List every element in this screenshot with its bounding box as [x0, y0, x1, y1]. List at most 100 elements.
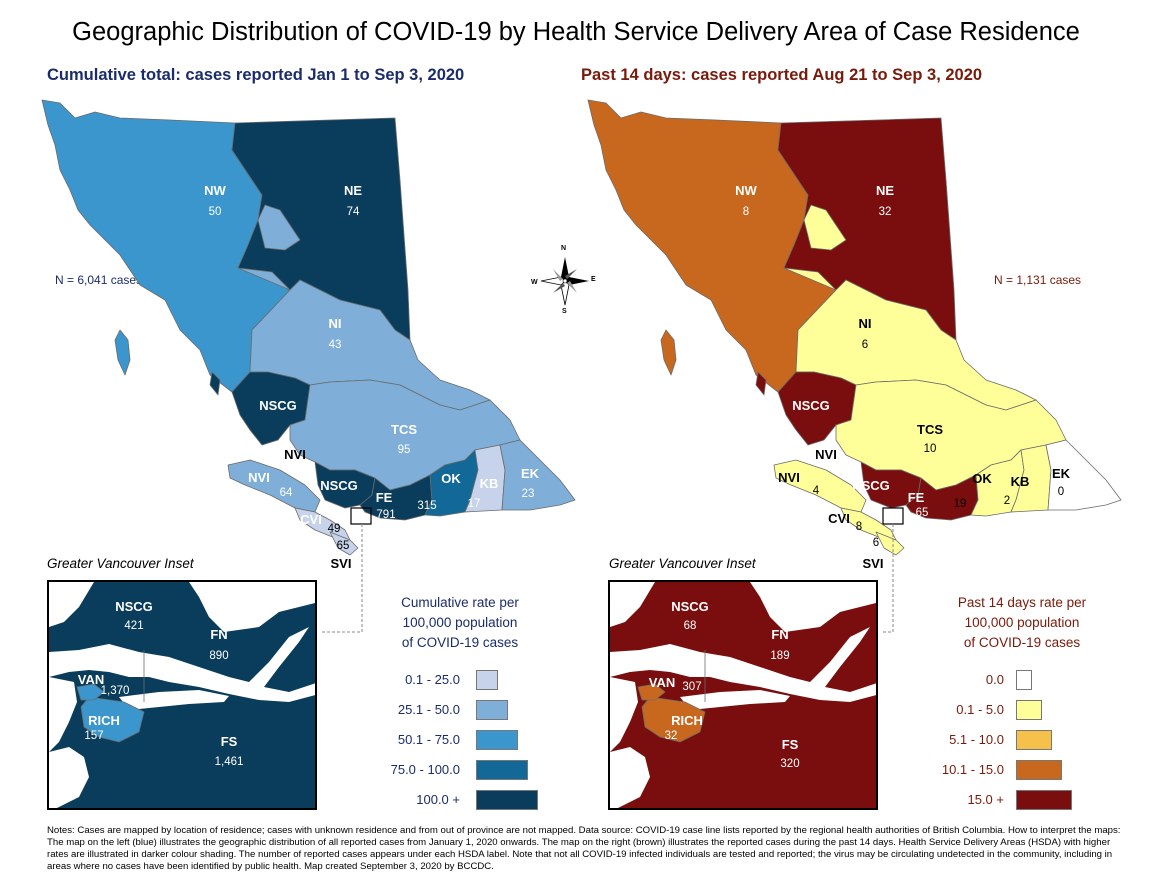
left-value-nw: 50 — [208, 206, 222, 218]
right-legend-title-line: of COVID-19 cases — [963, 635, 1081, 650]
page-title: Geographic Distribution of COVID-19 by H… — [72, 18, 1080, 46]
right-legend-label: 5.1 - 10.0 — [949, 732, 1004, 747]
left-region-nvi — [227, 459, 321, 513]
left-legend-swatch — [476, 700, 508, 720]
right-inset-locator — [882, 507, 904, 525]
right-label-ne: NE — [875, 183, 895, 198]
left-label-tcs: TCS — [391, 422, 417, 437]
right-legend-title: Past 14 days rate per 100,000 population… — [937, 593, 1107, 653]
compass-n-label: N — [561, 245, 567, 252]
right-value-ne: 32 — [878, 206, 892, 218]
left-inset-water-west — [49, 677, 77, 752]
right-legend-label: 10.1 - 15.0 — [941, 762, 1004, 777]
left-label-kb: KB — [479, 476, 499, 491]
right-label-fe: FE — [907, 490, 925, 505]
right-label-nscg-south: NSCG — [852, 478, 890, 493]
right-inset-label-rich: RICH — [671, 713, 703, 728]
left-inset-value-van: 1,370 — [100, 685, 130, 697]
left-inset-map: NSCG 421 FN 890 VAN 1,370 RICH 157 FS 1,… — [47, 580, 317, 810]
left-inset-rich — [80, 696, 145, 743]
right-value-nvi: 4 — [812, 485, 820, 497]
left-value-tcs: 95 — [397, 444, 411, 456]
right-inset-rich — [641, 696, 706, 743]
left-region-nw — [41, 99, 291, 393]
right-legend-swatch — [1016, 670, 1032, 690]
right-label-svi: SVI — [862, 556, 884, 571]
left-inset-water-fraser — [119, 690, 229, 710]
left-island-coast — [209, 371, 221, 396]
right-inset-label-fn: FN — [771, 627, 789, 642]
right-label-ni: NI — [858, 316, 872, 331]
left-legend-title-line: of COVID-19 cases — [401, 635, 519, 650]
right-value-cvi: 8 — [855, 521, 863, 533]
right-inset-label-nscg: NSCG — [671, 599, 709, 614]
left-value-cvi: 49 — [327, 523, 341, 535]
compass-rose-icon: N S E W — [531, 245, 596, 317]
right-value-svi: 6 — [872, 537, 880, 549]
compass-e-label: E — [591, 276, 596, 283]
left-inset-label-fn: FN — [210, 627, 228, 642]
left-value-ok: 315 — [417, 500, 437, 512]
right-inset-label-fs: FS — [781, 737, 799, 752]
left-label-nscg: NSCG — [259, 398, 297, 413]
left-value-fe: 791 — [376, 509, 396, 521]
left-inset-value-fs: 1,461 — [214, 756, 244, 768]
left-label-cvi: CVI — [300, 512, 322, 527]
right-label-nvi: NVI — [778, 470, 800, 485]
right-value-kb: 2 — [1003, 495, 1011, 507]
left-label-nw: NW — [204, 183, 226, 198]
left-legend-label: 0.1 - 25.0 — [405, 672, 460, 687]
right-region-ne — [777, 117, 957, 341]
left-value-kb: 17 — [467, 498, 481, 510]
right-value-ni: 6 — [861, 339, 869, 351]
left-legend-swatch — [476, 670, 498, 690]
left-label-nscg-south: NSCG — [320, 478, 358, 493]
left-legend-label: 25.1 - 50.0 — [397, 702, 460, 717]
right-label-nvi-north: NVI — [815, 447, 837, 462]
right-value-tcs: 10 — [923, 443, 937, 455]
right-label-kb: KB — [1010, 474, 1030, 489]
left-inset-van-west — [76, 683, 105, 701]
compass-s-label: S — [562, 308, 567, 315]
right-legend-label: 0.1 - 5.0 — [956, 702, 1004, 717]
left-value-ek: 23 — [521, 488, 535, 500]
left-legend-swatch — [476, 790, 538, 810]
left-label-ne: NE — [343, 183, 363, 198]
left-inset-water-inlet — [49, 627, 315, 702]
right-map-subtitle: Past 14 days: cases reported Aug 21 to S… — [581, 66, 983, 84]
left-inset-value-nscg: 421 — [124, 620, 144, 632]
left-value-ni: 43 — [328, 339, 342, 351]
left-label-fe: FE — [375, 490, 393, 505]
left-label-ok: OK — [441, 471, 461, 486]
right-island-coast — [755, 371, 767, 396]
left-label-ni: NI — [328, 316, 342, 331]
right-label-tcs: TCS — [917, 422, 943, 437]
left-inset-label-fs: FS — [220, 734, 238, 749]
left-label-nvi: NVI — [248, 470, 270, 485]
left-island-haida — [114, 329, 131, 376]
left-region-ni — [237, 204, 491, 411]
right-inset-title: Greater Vancouver Inset — [609, 556, 756, 571]
right-inset-water-inlet — [610, 627, 876, 702]
right-label-nw: NW — [735, 183, 757, 198]
left-inset-water-north — [49, 582, 315, 632]
left-map-subtitle: Cumulative total: cases reported Jan 1 t… — [47, 66, 465, 84]
right-legend-swatch — [1016, 730, 1052, 750]
right-island-haida — [660, 329, 677, 376]
right-inset-value-fs: 320 — [780, 758, 800, 770]
right-inset-water-bay — [610, 747, 650, 808]
right-inset-water-west — [610, 677, 638, 752]
left-legend-label: 75.0 - 100.0 — [390, 762, 460, 777]
right-inset-water-fraser — [680, 690, 790, 710]
left-inset-label-van: VAN — [77, 672, 105, 687]
left-inset-label-nscg: NSCG — [115, 599, 153, 614]
left-region-ne — [231, 117, 411, 341]
right-value-ek: 0 — [1057, 486, 1065, 498]
compass-w-label: W — [531, 279, 538, 286]
right-inset-value-van: 307 — [682, 681, 702, 693]
left-legend-label: 100.0 + — [416, 792, 460, 807]
right-value-fe: 65 — [915, 507, 929, 519]
left-inset-value-rich: 157 — [84, 730, 104, 742]
right-label-nscg: NSCG — [792, 398, 830, 413]
left-value-ne: 74 — [346, 206, 360, 218]
